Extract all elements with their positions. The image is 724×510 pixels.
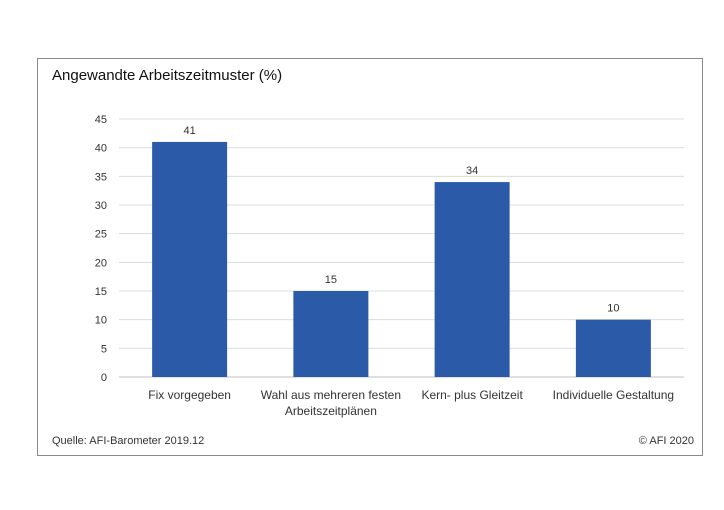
y-tick-label: 40 bbox=[95, 143, 107, 155]
y-tick-label: 5 bbox=[101, 343, 107, 355]
y-tick-label: 20 bbox=[95, 257, 107, 269]
x-tick-label: Individuelle Gestaltung bbox=[553, 388, 674, 402]
y-tick-label: 25 bbox=[95, 229, 107, 241]
bar bbox=[293, 291, 369, 377]
x-tick-label: Wahl aus mehreren festen bbox=[261, 388, 401, 402]
copyright-note: © AFI 2020 bbox=[638, 435, 694, 447]
data-label: 41 bbox=[184, 125, 196, 137]
bar bbox=[434, 182, 510, 377]
source-note: Quelle: AFI-Barometer 2019.12 bbox=[52, 435, 205, 447]
chart-frame: Angewandte Arbeitszeitmuster (%) Quelle:… bbox=[37, 58, 703, 456]
y-tick-label: 45 bbox=[95, 114, 107, 126]
x-tick-label: Kern- plus Gleitzeit bbox=[421, 388, 523, 402]
y-tick-label: 0 bbox=[101, 372, 107, 384]
y-tick-label: 10 bbox=[95, 315, 107, 327]
data-label: 34 bbox=[466, 165, 478, 177]
chart-title: Angewandte Arbeitszeitmuster (%) bbox=[52, 67, 283, 84]
y-tick-label: 30 bbox=[95, 200, 107, 212]
bar bbox=[575, 319, 651, 377]
bar bbox=[152, 141, 228, 377]
data-label: 15 bbox=[325, 274, 337, 286]
x-tick-label: Arbeitszeitplänen bbox=[285, 404, 377, 418]
x-tick-label: Fix vorgegeben bbox=[148, 388, 231, 402]
y-tick-label: 15 bbox=[95, 286, 107, 298]
data-label: 10 bbox=[607, 303, 619, 315]
y-tick-label: 35 bbox=[95, 171, 107, 183]
